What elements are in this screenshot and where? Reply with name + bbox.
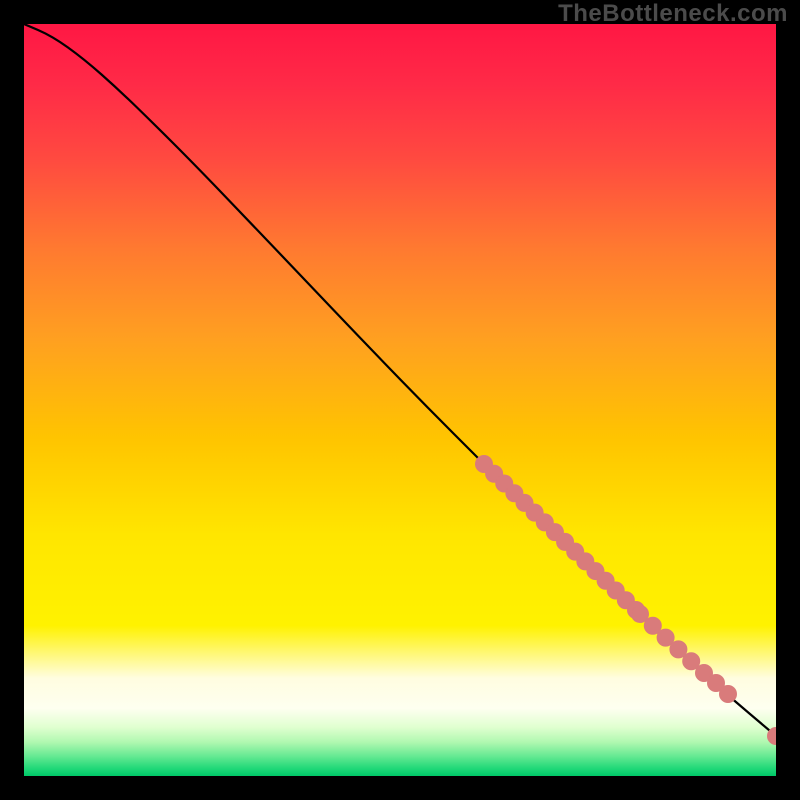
curve-marker (683, 653, 700, 670)
curve-marker (644, 617, 661, 634)
chart-background (24, 24, 776, 776)
curve-marker (720, 686, 737, 703)
gradient-chart (24, 24, 776, 776)
curve-marker (632, 606, 649, 623)
curve-marker (670, 641, 687, 658)
curve-marker (657, 629, 674, 646)
